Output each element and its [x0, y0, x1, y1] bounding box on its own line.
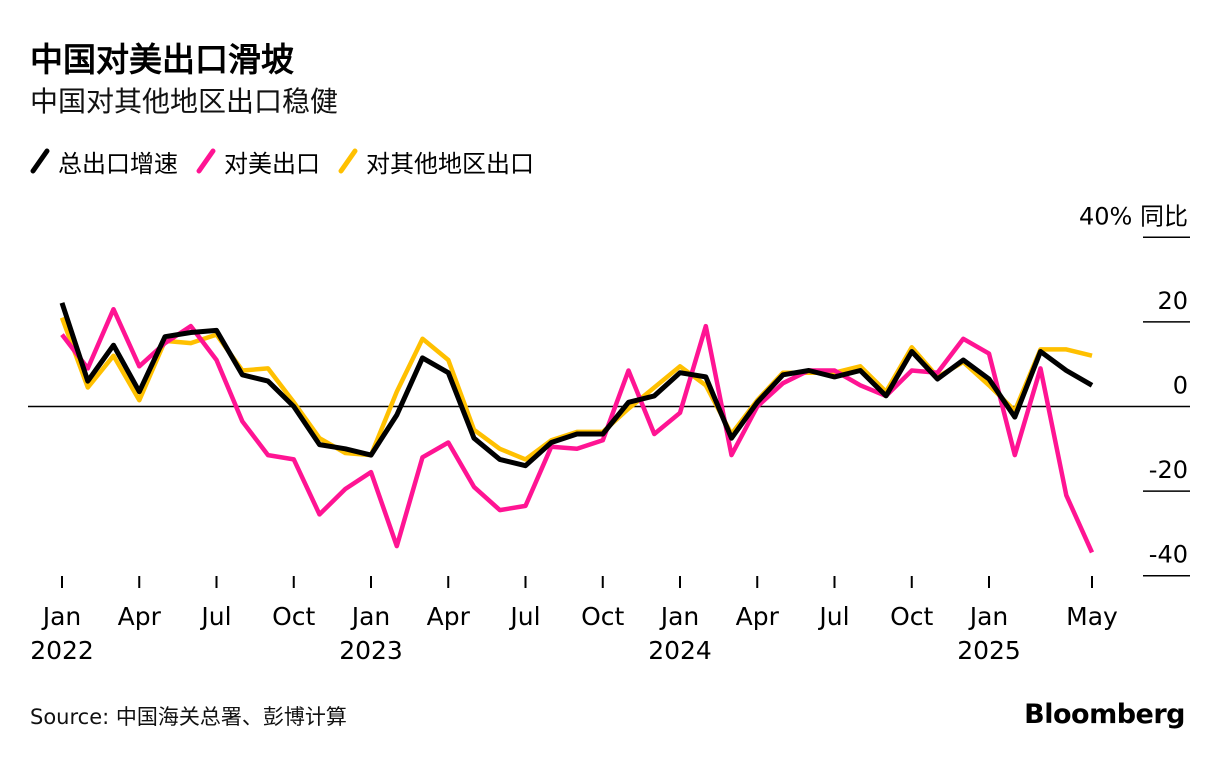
legend-swatch-icon	[196, 148, 216, 174]
x-tick-label: Oct	[272, 602, 315, 631]
source-note: Source: 中国海关总署、彭博计算	[30, 705, 347, 729]
x-tick-label: Jan	[41, 602, 82, 631]
x-tick-label: Jul	[199, 602, 231, 631]
legend-label-us: 对美出口	[224, 149, 320, 178]
x-tick-label: Jul	[817, 602, 849, 631]
x-year-label: 2025	[957, 636, 1021, 665]
x-tick-label: Jan	[968, 602, 1009, 631]
x-year-label: 2023	[339, 636, 403, 665]
chart-subtitle: 中国对其他地区出口稳健	[30, 85, 339, 118]
x-tick-label: May	[1066, 602, 1118, 631]
series-line-total	[59, 302, 1094, 469]
swatch-line	[196, 148, 216, 174]
line-chart: 40% 同比 20 0 -20 -40 Jan Apr Jul Oct Jan Apr Jul Oct J…	[28, 202, 1190, 665]
x-tick-label: Jan	[350, 602, 391, 631]
legend-swatch-icon	[338, 148, 358, 174]
x-year-label: 2022	[30, 636, 94, 665]
x-tick-label: Apr	[118, 602, 162, 631]
swatch-line	[30, 148, 50, 174]
y-tick-label: -20	[1149, 456, 1188, 484]
legend-item-others: 对其他地区出口	[338, 144, 534, 179]
x-tick-label: Jul	[508, 602, 540, 631]
legend-label-total: 总出口增速	[58, 149, 178, 178]
x-tick-label: Oct	[581, 602, 624, 631]
legend-item-us: 对美出口	[196, 144, 320, 179]
legend-swatch-icon	[30, 148, 50, 174]
x-tick-label: Apr	[427, 602, 471, 631]
legend-item-total: 总出口增速	[30, 144, 178, 179]
chart-title: 中国对美出口滑坡	[30, 40, 294, 79]
y-tick-label: 40% 同比	[1079, 202, 1188, 230]
series-line-us	[60, 306, 1095, 554]
swatch-line	[338, 148, 358, 174]
x-tick-label: Oct	[890, 602, 933, 631]
legend-label-others: 对其他地区出口	[366, 149, 534, 178]
x-tick-label: Apr	[736, 602, 780, 631]
y-tick-label: 20	[1157, 287, 1188, 315]
legend: 总出口增速 对美出口 对其他地区出口	[30, 144, 552, 178]
bloomberg-logo: Bloomberg	[1024, 699, 1185, 730]
x-tick-label: Jan	[659, 602, 700, 631]
x-year-label: 2024	[648, 636, 712, 665]
y-tick-label: -40	[1149, 541, 1188, 569]
y-tick-label: 0	[1173, 372, 1188, 400]
series-line-others	[59, 316, 1093, 462]
